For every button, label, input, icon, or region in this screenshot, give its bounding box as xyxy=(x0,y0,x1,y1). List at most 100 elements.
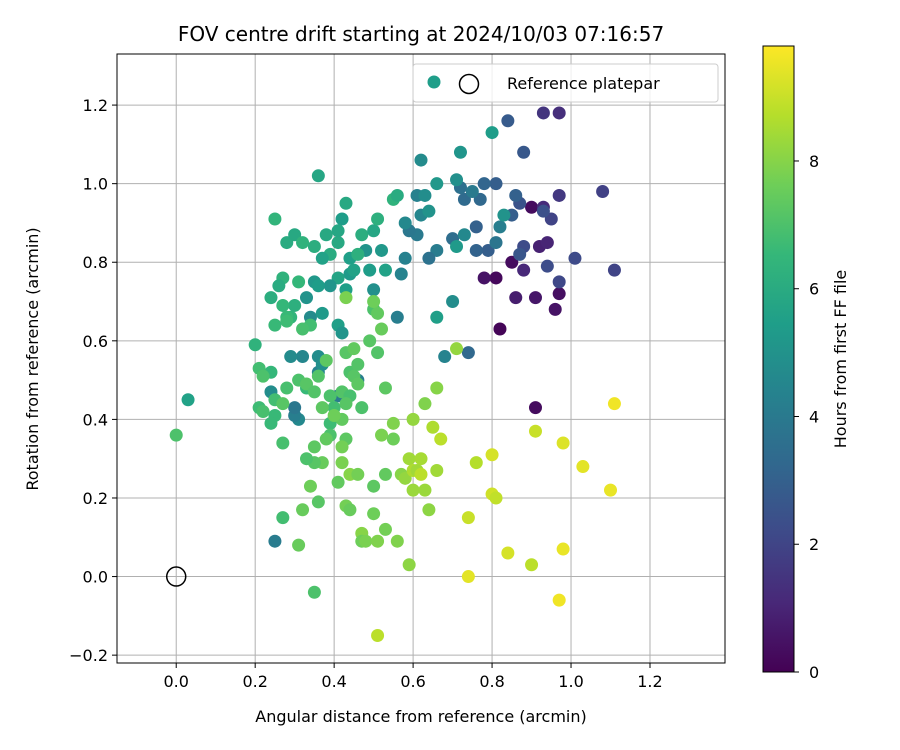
data-point xyxy=(457,228,471,242)
y-ticks: −0.2 0.0 0.2 0.4 0.6 0.8 1.0 1.2 xyxy=(69,96,117,665)
data-point xyxy=(438,350,452,364)
data-point xyxy=(505,255,519,269)
data-point xyxy=(477,177,491,191)
x-axis-label: Angular distance from reference (arcmin) xyxy=(255,707,586,726)
data-point xyxy=(422,251,436,265)
data-point xyxy=(465,185,479,199)
data-point xyxy=(264,291,278,305)
data-point xyxy=(497,208,511,222)
plot-frame xyxy=(116,53,726,664)
data-point xyxy=(378,263,392,277)
data-point xyxy=(280,381,294,395)
data-point xyxy=(268,318,282,332)
data-point xyxy=(276,397,290,411)
reference-marker xyxy=(165,566,187,587)
data-point xyxy=(556,436,570,450)
data-point xyxy=(552,593,566,607)
data-point xyxy=(525,558,539,572)
data-point xyxy=(319,228,333,242)
data-point xyxy=(355,228,369,242)
data-point xyxy=(300,452,314,466)
colorbar-gradient xyxy=(762,45,795,673)
colorbar-tick-label: 4 xyxy=(809,407,819,426)
data-point xyxy=(576,460,590,474)
data-point xyxy=(422,204,436,218)
data-point xyxy=(315,306,329,320)
data-point xyxy=(331,236,345,250)
data-point xyxy=(169,428,183,442)
data-point xyxy=(296,503,310,517)
data-point xyxy=(402,558,416,572)
data-point xyxy=(311,279,325,293)
data-point xyxy=(418,188,432,202)
data-point xyxy=(528,291,542,305)
y-tick-label: 0.6 xyxy=(83,332,108,351)
data-point xyxy=(536,106,550,120)
data-point xyxy=(398,471,412,485)
data-point xyxy=(386,416,400,430)
y-tick-label: 1.2 xyxy=(83,96,108,115)
data-point xyxy=(450,173,464,187)
colorbar-tick-label: 2 xyxy=(809,535,819,554)
data-point xyxy=(446,295,460,309)
data-point xyxy=(288,298,302,312)
data-point xyxy=(307,585,321,599)
data-point xyxy=(288,228,302,242)
colorbar-ticks: 0 2 4 6 8 xyxy=(794,152,819,682)
x-ticks: 0.0 0.2 0.4 0.6 0.8 1.0 1.2 xyxy=(163,663,663,691)
data-point xyxy=(359,534,373,548)
data-point xyxy=(296,322,310,336)
data-point xyxy=(264,416,278,430)
data-point xyxy=(418,483,432,497)
data-point xyxy=(390,310,404,324)
data-point xyxy=(378,381,392,395)
data-point xyxy=(335,456,349,470)
data-point xyxy=(489,177,503,191)
legend-label: Reference platepar xyxy=(507,74,660,93)
data-point xyxy=(323,279,337,293)
data-point xyxy=(540,259,554,273)
x-tick-label: 1.2 xyxy=(637,672,662,691)
data-point xyxy=(398,251,412,265)
y-tick-label: 0.8 xyxy=(83,253,108,272)
data-point xyxy=(517,145,531,159)
data-point xyxy=(461,346,475,360)
data-point xyxy=(477,271,491,285)
data-point xyxy=(311,495,325,509)
data-point xyxy=(375,322,389,336)
data-point xyxy=(323,389,337,403)
data-point xyxy=(430,381,444,395)
data-point xyxy=(300,377,314,391)
data-point xyxy=(311,169,325,183)
data-point xyxy=(406,483,420,497)
data-point xyxy=(481,243,495,257)
legend-box xyxy=(412,63,719,103)
data-point xyxy=(386,432,400,446)
data-point xyxy=(300,291,314,305)
data-point xyxy=(351,357,365,371)
data-point xyxy=(256,369,270,383)
data-point xyxy=(528,424,542,438)
data-point xyxy=(335,440,349,454)
data-point xyxy=(307,440,321,454)
data-point xyxy=(367,224,381,238)
data-point xyxy=(292,538,306,552)
data-point xyxy=(351,467,365,481)
data-point xyxy=(548,302,562,316)
data-point xyxy=(501,546,515,560)
y-tick-label: 1.0 xyxy=(83,175,108,194)
colorbar: 0 2 4 6 8 Hours from first FF file xyxy=(762,45,850,682)
data-point xyxy=(371,534,385,548)
data-point xyxy=(457,192,471,206)
data-point xyxy=(315,251,329,265)
colorbar-tick-label: 8 xyxy=(809,152,819,171)
data-point xyxy=(343,503,357,517)
data-point xyxy=(296,236,310,250)
data-point xyxy=(276,436,290,450)
data-point xyxy=(331,271,345,285)
data-point xyxy=(552,188,566,202)
data-point xyxy=(453,145,467,159)
data-point xyxy=(402,452,416,466)
data-point xyxy=(375,243,389,257)
x-tick-label: 0.2 xyxy=(242,672,267,691)
